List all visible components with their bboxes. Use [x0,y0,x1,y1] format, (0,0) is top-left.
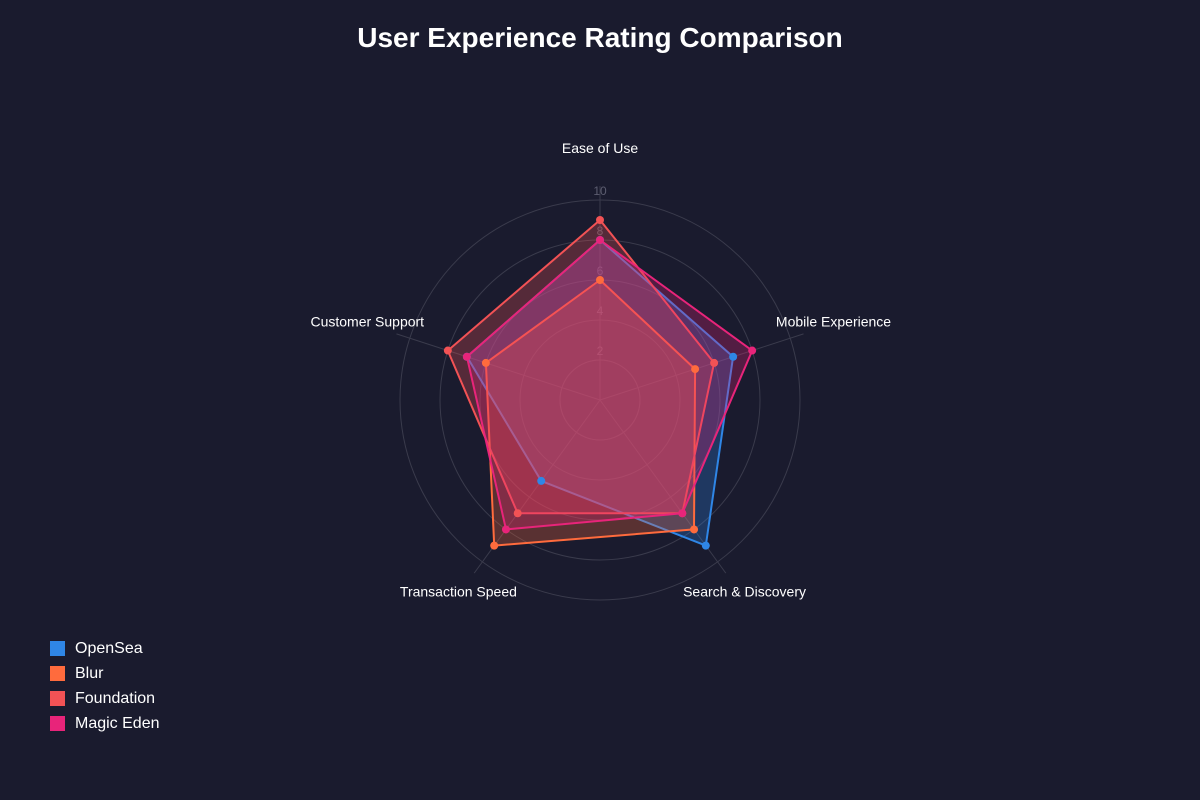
data-point [691,365,700,374]
data-point [596,276,604,284]
legend-item[interactable]: OpenSea [50,636,160,661]
legend-swatch [50,666,65,681]
data-point [537,476,546,485]
series-area-magic-eden [465,239,754,531]
series-group [443,216,757,550]
legend-label: Blur [75,664,104,682]
r-tick-label: 10 [593,184,607,198]
legend-swatch [50,641,65,656]
axis-label: Customer Support [310,313,424,329]
axis-label: Ease of Use [562,140,638,156]
r-tick-label: 8 [597,224,604,238]
data-point [710,358,719,367]
legend-swatch [50,716,65,731]
legend: OpenSea Blur Foundation Magic Eden [50,636,160,736]
r-tick-label: 4 [597,304,604,318]
data-point [501,525,510,534]
data-point [490,541,499,550]
legend-item[interactable]: Magic Eden [50,711,160,736]
data-point [678,509,687,518]
legend-swatch [50,691,65,706]
data-point [513,509,522,518]
legend-item[interactable]: Foundation [50,686,160,711]
data-point [596,236,604,244]
series-area-foundation [446,219,716,515]
data-point [748,346,757,355]
axis-label: Transaction Speed [400,584,517,600]
data-point [690,525,699,534]
r-tick-label: 6 [597,264,604,278]
legend-item[interactable]: Blur [50,661,160,686]
axis-label: Search & Discovery [683,584,806,600]
legend-label: Magic Eden [75,714,160,732]
grid-spoke [396,333,601,401]
data-point [596,216,604,224]
data-point [701,541,710,550]
r-tick-label: 2 [597,344,604,358]
data-point [729,352,738,361]
grid-spoke [599,333,804,401]
data-point [443,346,452,355]
axis-label: Mobile Experience [776,313,891,329]
data-point [462,352,471,361]
chart-title: User Experience Rating Comparison [357,22,843,53]
legend-label: Foundation [75,689,156,707]
data-point [481,358,490,367]
legend-label: OpenSea [75,639,143,657]
